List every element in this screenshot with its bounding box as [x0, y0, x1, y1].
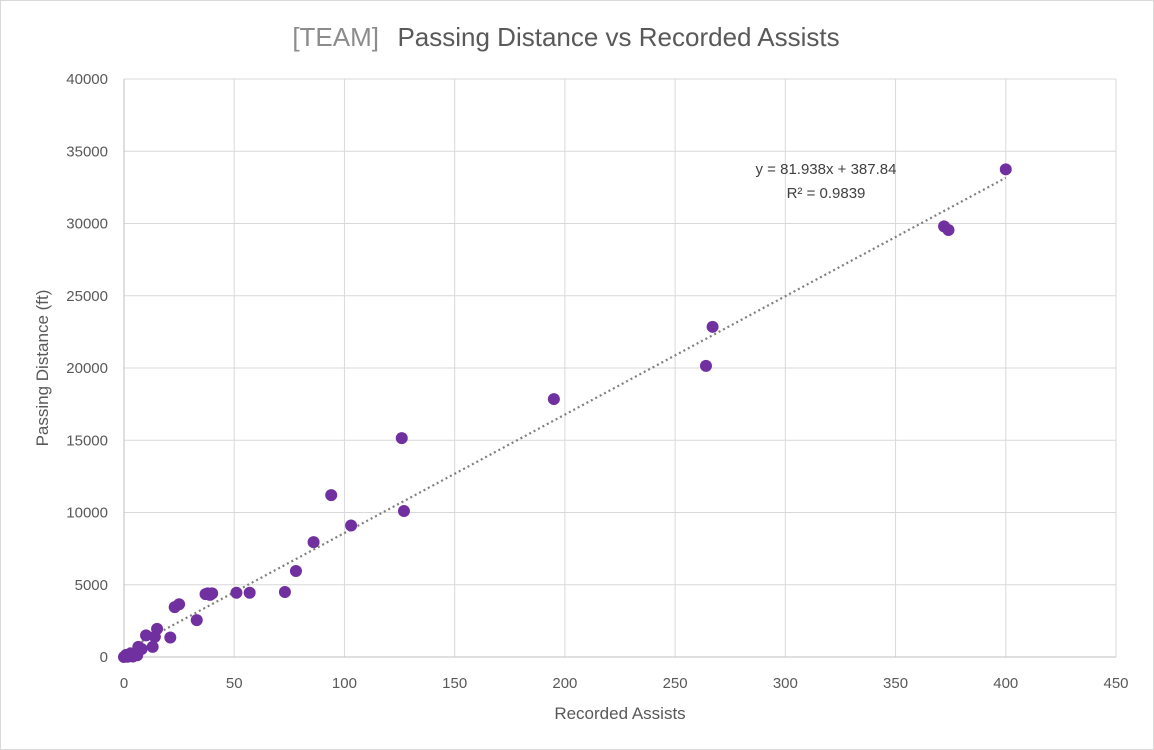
linear-trendline [123, 176, 1007, 653]
data-point [151, 622, 164, 635]
y-tick-label: 20000 [66, 360, 108, 377]
data-point [206, 587, 219, 600]
y-tick-label: 30000 [66, 216, 108, 233]
data-point [173, 598, 186, 611]
trendline-r-squared: R² = 0.9839 [787, 185, 866, 202]
x-tick-label: 300 [773, 675, 798, 692]
data-point [345, 519, 358, 532]
x-tick-label: 400 [993, 675, 1018, 692]
chart-title-prefix: [TEAM] [292, 22, 379, 52]
data-point [547, 393, 560, 406]
x-tick-label: 250 [663, 675, 688, 692]
data-point [140, 629, 153, 642]
data-point [706, 320, 719, 333]
y-tick-label: 15000 [66, 432, 108, 449]
y-tick-label: 25000 [66, 288, 108, 305]
data-points [118, 163, 1012, 663]
y-tick-label: 35000 [66, 143, 108, 160]
chart-title-main: Passing Distance vs Recorded Assists [397, 22, 839, 52]
data-point [307, 536, 320, 549]
y-tick-label: 40000 [66, 71, 108, 88]
data-point [230, 586, 243, 599]
data-point [289, 565, 302, 578]
trendline-layer [123, 176, 1007, 653]
y-tick-label: 0 [100, 649, 108, 666]
x-tick-label: 150 [442, 675, 467, 692]
data-point [942, 224, 955, 237]
tick-labels: 0 50 100 150 200 250 300 350 400 450 0 5000 10000 150… [66, 71, 1128, 692]
x-tick-label: 0 [120, 675, 128, 692]
y-tick-label: 10000 [66, 505, 108, 522]
y-tick-label: 5000 [75, 577, 108, 594]
trendline-equation: y = 81.938x + 387.84 [756, 161, 897, 178]
data-point [278, 585, 291, 598]
x-tick-label: 100 [332, 675, 357, 692]
axes [123, 79, 1116, 658]
x-tick-label: 200 [552, 675, 577, 692]
data-point [999, 163, 1012, 176]
x-tick-label: 50 [226, 675, 243, 692]
y-axis-title: Passing Distance (ft) [33, 290, 52, 447]
data-point [243, 586, 256, 599]
grid [124, 78, 1117, 657]
data-point [146, 640, 159, 653]
data-point [397, 505, 410, 518]
x-axis-title: Recorded Assists [554, 704, 685, 723]
data-point [325, 489, 338, 502]
data-point [164, 631, 177, 644]
data-point [135, 643, 148, 656]
chart-title: [TEAM] Passing Distance vs Recorded Assi… [292, 22, 839, 52]
data-point [395, 432, 408, 445]
data-point [699, 359, 712, 372]
data-point [190, 614, 203, 627]
x-tick-label: 350 [883, 675, 908, 692]
x-tick-label: 450 [1103, 675, 1128, 692]
